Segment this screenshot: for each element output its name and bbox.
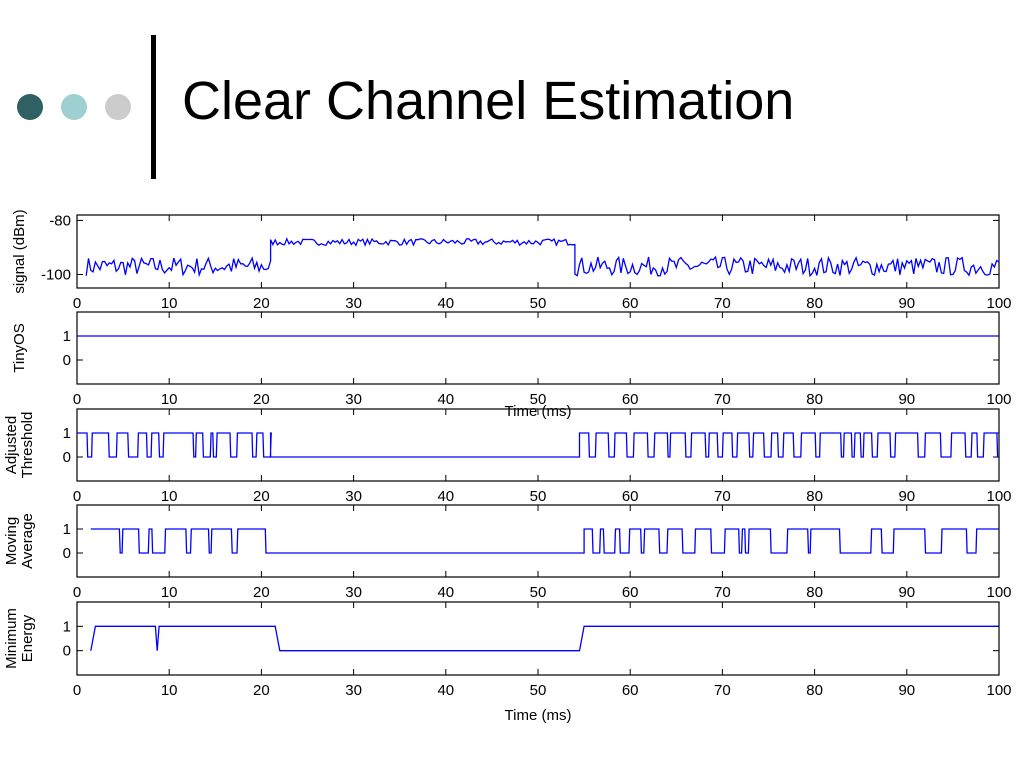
x-axis-label: Time (ms) [505,707,572,724]
x-tick-label: 100 [986,488,1011,505]
x-tick-label: 0 [73,584,81,601]
y-tick-label: -80 [49,212,71,229]
x-tick-label: 30 [345,391,362,408]
y-tick-label: 1 [63,328,71,345]
x-tick-label: 20 [253,682,270,699]
x-tick-label: 30 [345,682,362,699]
x-tick-label: 30 [345,295,362,312]
x-tick-label: 90 [898,584,915,601]
x-tick-label: 30 [345,488,362,505]
x-tick-label: 80 [806,295,823,312]
x-tick-label: 100 [986,295,1011,312]
x-tick-label: 80 [806,488,823,505]
x-tick-label: 50 [530,295,547,312]
x-tick-label: 10 [161,295,178,312]
y-tick-label: 1 [63,521,71,538]
x-tick-label: 80 [806,584,823,601]
x-tick-label: 10 [161,391,178,408]
x-tick-label: 80 [806,682,823,699]
x-tick-label: 40 [437,295,454,312]
y-axis-label: Adjusted [3,416,20,474]
y-axis-label: TinyOS [11,323,28,372]
y-axis-label: Average [19,513,36,569]
x-tick-label: 90 [898,391,915,408]
bullet-dot-gray [105,94,131,120]
axes-frame [76,504,1000,578]
x-tick-label: 0 [73,295,81,312]
x-tick-label: 0 [73,488,81,505]
series-line [90,528,999,554]
x-tick-label: 90 [898,488,915,505]
bullet-dot-dark [17,94,43,120]
y-axis-label: Energy [19,614,36,662]
y-tick-label: 0 [63,352,71,369]
x-tick-label: 60 [622,682,639,699]
y-tick-label: 1 [63,425,71,442]
x-tick-label: 60 [622,584,639,601]
subplot-1: 0 10 20 30 40 50 60 70 80 90 100 -80 -100 signal (dBm… [11,209,1012,312]
bullet-dot-teal [61,94,87,120]
x-tick-label: 20 [253,391,270,408]
x-tick-label: 0 [73,391,81,408]
title-divider [151,35,156,179]
x-tick-label: 10 [161,584,178,601]
x-tick-label: 70 [714,391,731,408]
x-tick-label: 60 [622,391,639,408]
y-axis-label: Minimum [3,608,20,669]
y-tick-label: 0 [63,643,71,660]
x-tick-label: 20 [253,295,270,312]
y-axis-label: signal (dBm) [11,209,28,293]
series-line [77,432,999,458]
x-tick-label: 60 [622,488,639,505]
axes-frame [76,214,1000,289]
x-tick-label: 100 [986,391,1011,408]
x-tick-label: 20 [253,488,270,505]
x-tick-label: 0 [73,682,81,699]
x-tick-label: 10 [161,488,178,505]
y-tick-label: 1 [63,618,71,635]
x-tick-label: 70 [714,488,731,505]
x-tick-label: 50 [530,584,547,601]
axes-frame [76,601,1000,676]
x-tick-label: 50 [530,488,547,505]
y-tick-label: -100 [41,266,71,283]
series-line [90,625,999,652]
x-tick-label: 70 [714,295,731,312]
slide-title: Clear Channel Estimation [182,71,795,131]
y-axis-label: Threshold [19,412,36,479]
x-tick-label: 40 [437,488,454,505]
x-tick-label: 100 [986,584,1011,601]
y-axis-label: Moving [3,517,20,565]
x-tick-label: 40 [437,391,454,408]
x-tick-label: 10 [161,682,178,699]
y-tick-label: 0 [63,545,71,562]
series-line [85,237,1000,278]
x-tick-label: 40 [437,584,454,601]
x-tick-label: 50 [530,682,547,699]
y-tick-label: 0 [63,449,71,466]
x-tick-label: 100 [986,682,1011,699]
x-tick-label: 90 [898,295,915,312]
x-tick-label: 70 [714,682,731,699]
x-tick-label: 20 [253,584,270,601]
x-tick-label: 30 [345,584,362,601]
x-tick-label: 40 [437,682,454,699]
x-tick-label: 70 [714,584,731,601]
x-tick-label: 80 [806,391,823,408]
x-tick-label: 90 [898,682,915,699]
x-tick-label: 60 [622,295,639,312]
x-tick-label: 50 [530,391,547,408]
axes-frame [76,311,1000,385]
